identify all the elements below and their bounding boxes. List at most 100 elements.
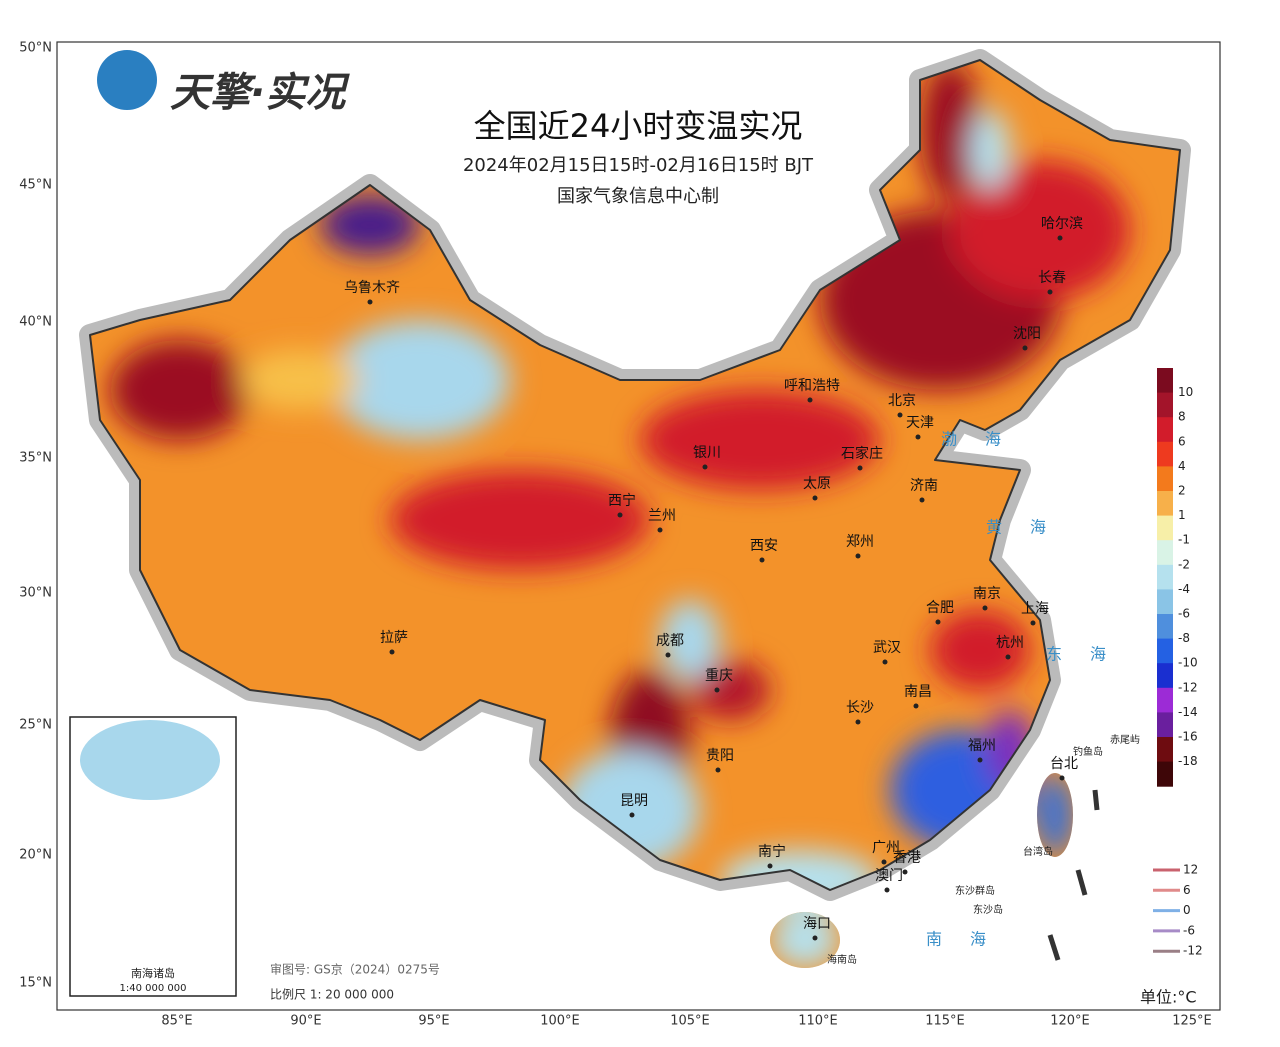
city-marker xyxy=(1022,345,1028,351)
lon-label: 115°E xyxy=(925,1014,965,1029)
city-marker xyxy=(812,935,818,941)
city-marker xyxy=(982,605,988,611)
legend-label: -8 xyxy=(1178,631,1190,645)
city-marker xyxy=(919,497,925,503)
line-legend-label: 12 xyxy=(1183,863,1198,877)
inset-land xyxy=(80,720,220,800)
legend-swatch xyxy=(1157,466,1173,492)
lon-label: 125°E xyxy=(1172,1014,1212,1029)
city-marker xyxy=(857,465,863,471)
city-label: 济南 xyxy=(910,478,938,494)
city-marker xyxy=(935,619,941,625)
legend-label: -10 xyxy=(1178,656,1198,670)
island-label: 海南岛 xyxy=(827,953,857,966)
scale: 比例尺 1: 20 000 000 xyxy=(270,988,394,1002)
legend-swatch xyxy=(1157,515,1173,541)
lon-label: 110°E xyxy=(798,1014,838,1029)
logo-icon xyxy=(97,50,157,110)
legend-label: -1 xyxy=(1178,533,1190,547)
line-legend-label: 6 xyxy=(1183,883,1191,897)
city-marker xyxy=(1030,620,1036,626)
city-marker xyxy=(902,869,908,875)
legend-label: 10 xyxy=(1178,385,1193,399)
city-marker xyxy=(759,557,765,563)
city-label: 澳门 xyxy=(875,868,903,884)
legend-label: -4 xyxy=(1178,582,1190,596)
city-marker xyxy=(767,863,773,869)
legend-label: 8 xyxy=(1178,410,1186,424)
city-label: 台北 xyxy=(1050,756,1078,772)
lat-label: 50°N xyxy=(19,41,52,56)
city-marker xyxy=(882,659,888,665)
producer: 国家气象信息中心制 xyxy=(557,186,719,207)
legend-swatch xyxy=(1157,491,1173,517)
legend-swatch xyxy=(1157,564,1173,590)
city-label: 石家庄 xyxy=(841,445,883,462)
island-label: 东沙岛 xyxy=(973,903,1003,916)
city-label: 西安 xyxy=(750,538,778,554)
city-marker xyxy=(812,495,818,501)
city-label: 广州 xyxy=(872,840,900,856)
inset-title: 南海诸岛 xyxy=(131,966,175,980)
subtitle: 2024年02月15日15时-02月16日15时 BJT xyxy=(463,155,814,176)
sea-label: 东海 xyxy=(1046,645,1134,664)
lat-label: 15°N xyxy=(19,976,52,991)
city-label: 沈阳 xyxy=(1013,326,1041,342)
legend-label: -2 xyxy=(1178,557,1190,571)
city-label: 重庆 xyxy=(705,668,733,684)
city-marker xyxy=(881,859,887,865)
city-label: 合肥 xyxy=(926,600,954,616)
city-label: 长春 xyxy=(1038,270,1066,286)
city-label: 拉萨 xyxy=(380,630,408,646)
lon-label: 120°E xyxy=(1050,1014,1090,1029)
lat-label: 25°N xyxy=(19,718,52,733)
city-marker xyxy=(629,812,635,818)
legend-swatch xyxy=(1157,737,1173,763)
city-marker xyxy=(855,719,861,725)
city-label: 南京 xyxy=(973,586,1001,602)
city-label: 香港 xyxy=(893,850,921,866)
city-marker xyxy=(617,512,623,518)
legend-label: 4 xyxy=(1178,459,1186,473)
legend-label: -6 xyxy=(1178,607,1190,621)
city-marker xyxy=(714,687,720,693)
city-marker xyxy=(855,553,861,559)
lon-label: 95°E xyxy=(418,1014,449,1029)
city-label: 北京 xyxy=(888,393,916,409)
legend-swatch xyxy=(1157,761,1173,787)
city-label: 昆明 xyxy=(620,793,648,809)
sea-label: 渤海 xyxy=(941,430,1029,449)
legend-swatch xyxy=(1157,589,1173,615)
city-marker xyxy=(915,434,921,440)
city-label: 上海 xyxy=(1021,601,1049,617)
island-label: 东沙群岛 xyxy=(955,884,995,897)
legend-label: 2 xyxy=(1178,484,1186,498)
lat-label: 30°N xyxy=(19,586,52,601)
legend-swatch xyxy=(1157,368,1173,394)
inset-scale: 1:40 000 000 xyxy=(120,983,187,994)
island-label: 赤尾屿 xyxy=(1110,734,1140,746)
sea-label: 黄海 xyxy=(986,518,1074,537)
city-marker xyxy=(1005,654,1011,660)
city-marker xyxy=(1059,775,1065,781)
logo-text: 天擎·实况 xyxy=(170,70,350,116)
nine-dash-line xyxy=(1047,789,1100,961)
legend-label: -18 xyxy=(1178,754,1198,768)
city-label: 呼和浩特 xyxy=(784,378,840,394)
city-label: 南昌 xyxy=(904,684,932,700)
legend-swatch xyxy=(1157,540,1173,566)
city-marker xyxy=(897,412,903,418)
lat-label: 20°N xyxy=(19,848,52,863)
city-label: 太原 xyxy=(803,476,831,492)
city-label: 南宁 xyxy=(758,843,786,860)
city-label: 天津 xyxy=(906,415,934,431)
legend-label: 1 xyxy=(1178,508,1186,522)
lat-label: 35°N xyxy=(19,451,52,466)
city-marker xyxy=(1057,235,1063,241)
legend-label: -12 xyxy=(1178,680,1198,694)
unit: 单位:°C xyxy=(1140,988,1197,1007)
line-legend-label: -6 xyxy=(1183,923,1195,937)
title: 全国近24小时变温实况 xyxy=(474,107,803,145)
